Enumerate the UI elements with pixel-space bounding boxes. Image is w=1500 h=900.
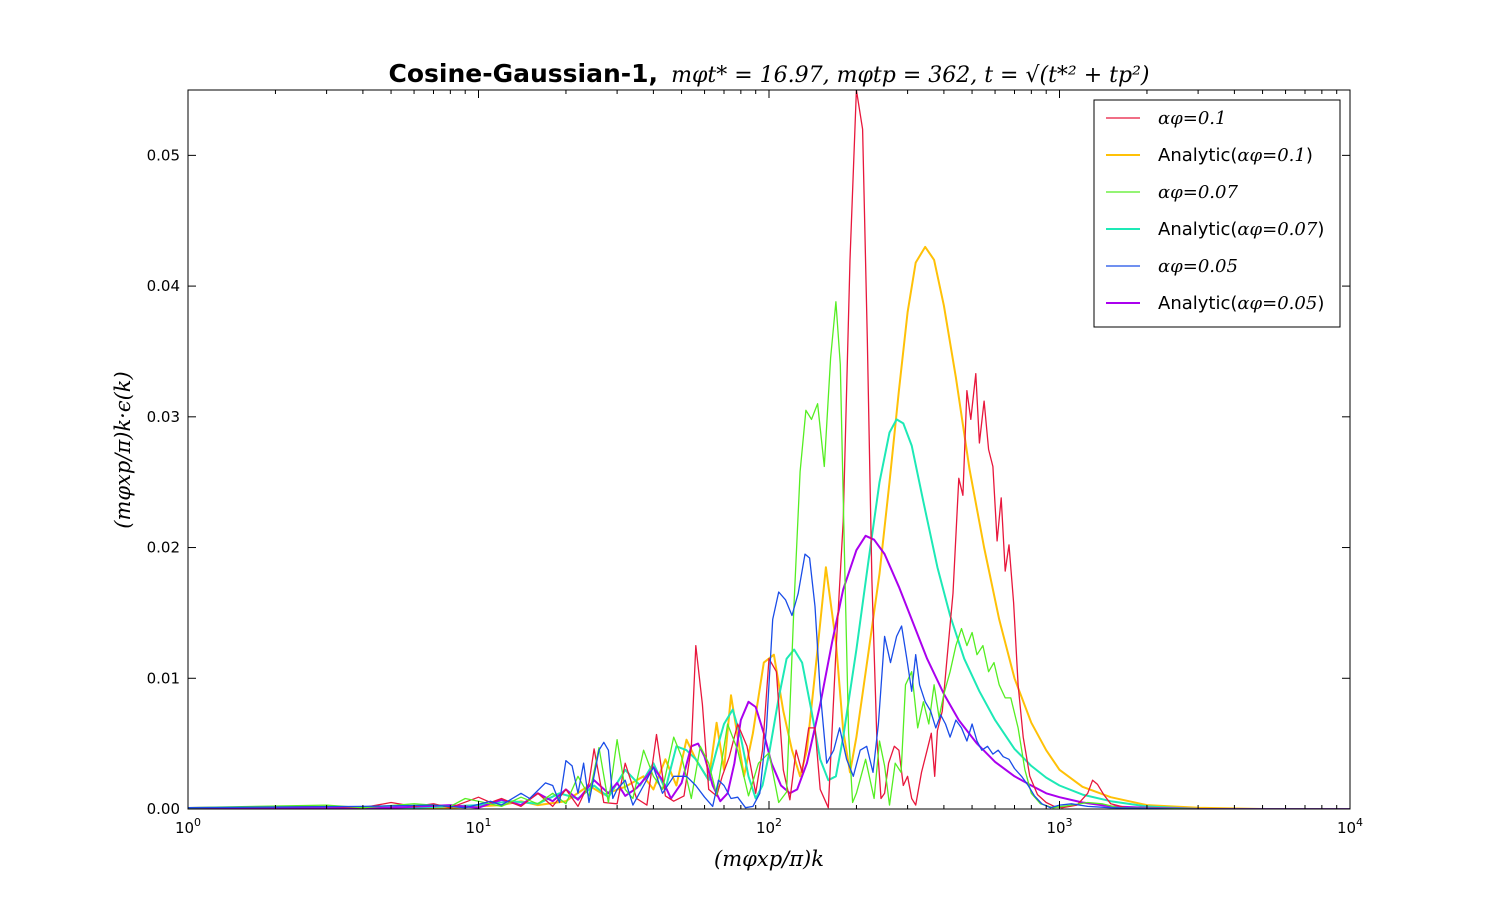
y-tick-label: 0.01 [147,669,180,687]
x-tick-label: 101 [465,816,491,837]
legend-label-4: Analytic(αφ=0.07) [1158,219,1324,240]
series-line-3 [188,301,1350,809]
legend-label-6: Analytic(αφ=0.05) [1158,293,1324,314]
legend-items: αφ=0.1 Analytic(αφ=0.1) αφ=0.07 Analytic(αφ… [1106,108,1324,314]
x-tick-label: 104 [1337,816,1363,837]
x-tick-label: 102 [756,816,782,837]
legend-frame [1093,99,1341,328]
svg-text:Cosine-Gaussian-1, mφt*: Cosine-Gaussian-1, mφt* = 16.97, mφtp = … [388,59,1149,88]
series-layer [188,90,1350,809]
legend-label-3: αφ=0.07 [1158,182,1238,203]
y-tick-label: 0.03 [147,408,180,426]
x-axis-label: (mφxp/π)k [714,847,824,871]
series-line-5 [188,553,1350,809]
chart-title-math: mφt* = 16.97, mφtp = 362, t = √(t*² + tp… [671,63,1149,88]
chart-title-prefix: Cosine-Gaussian-1, [388,59,658,88]
y-tick-label: 0.05 [147,146,180,164]
y-tick-label: 0.00 [147,800,180,818]
y-tick-label: 0.04 [147,277,180,295]
chart-title: Cosine-Gaussian-1, mφt* = 16.97, mφtp = … [388,59,1149,88]
y-tick-label: 0.02 [147,539,180,557]
x-tick-label: 100 [175,816,201,837]
series-line-1 [188,90,1350,809]
ticks-layer: 0.00 0.01 0.02 0.03 0.04 0.05 100 101 102 103 104 [147,90,1363,837]
x-tick-label: 103 [1046,816,1072,837]
legend: αφ=0.1 Analytic(αφ=0.1) αφ=0.07 Analytic(αφ… [1093,99,1341,328]
y-axis-label: (mφxp/π)k·ϵ(k) [111,371,135,528]
legend-label-1: αφ=0.1 [1158,108,1226,129]
legend-label-5: αφ=0.05 [1158,256,1238,277]
legend-label-2: Analytic(αφ=0.1) [1158,145,1313,166]
